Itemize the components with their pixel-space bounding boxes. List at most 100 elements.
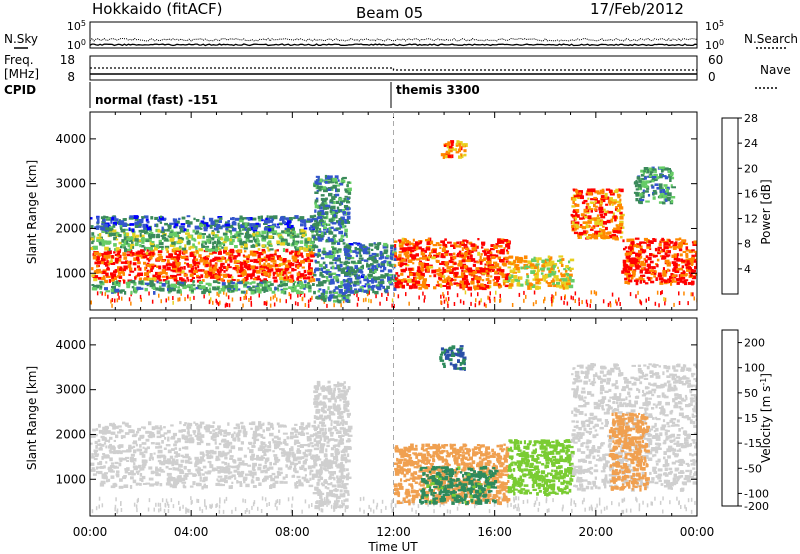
gate-cell — [148, 291, 150, 296]
gate-cell — [342, 268, 345, 272]
gate-cell — [279, 280, 283, 284]
gate-cell — [629, 238, 635, 242]
nsearch-label: N.Search — [744, 32, 798, 46]
gate-cell — [535, 277, 539, 281]
gate-cell — [393, 292, 395, 297]
gate-cell — [372, 271, 376, 274]
gate-cell — [462, 286, 465, 291]
gate-cell — [176, 220, 180, 224]
gate-cell — [457, 148, 461, 153]
gate-cell — [443, 262, 446, 266]
gate-cell — [231, 289, 235, 293]
gate-cell — [242, 240, 248, 245]
gate-cell — [105, 264, 109, 267]
gate-cell — [444, 253, 449, 256]
gate-cell — [217, 480, 221, 483]
gate-cell — [97, 439, 101, 443]
gate-cell — [135, 251, 141, 255]
gate-cell — [204, 255, 208, 260]
gate-cell — [177, 286, 181, 289]
gate-cell — [646, 243, 651, 248]
gate-cell — [157, 272, 163, 275]
gate-cell — [197, 432, 202, 436]
gate-cell — [380, 509, 383, 514]
gate-cell — [190, 279, 194, 283]
gate-cell — [212, 251, 217, 254]
gate-cell — [635, 192, 641, 197]
gate-cell — [340, 234, 345, 238]
gate-cell — [668, 170, 671, 174]
gate-cell — [669, 178, 672, 182]
gate-cell — [268, 235, 273, 239]
gate-cell — [461, 272, 464, 276]
gate-cell — [110, 273, 116, 277]
gate-cell — [391, 303, 393, 308]
gate-cell — [91, 241, 94, 245]
gate-cell — [321, 508, 324, 513]
gate-cell — [447, 303, 449, 308]
gate-cell — [217, 248, 221, 251]
gate-cell — [314, 180, 319, 184]
gate-cell — [359, 507, 361, 512]
gate-cell — [193, 254, 197, 257]
gate-cell — [400, 272, 404, 276]
gate-cell — [346, 200, 349, 203]
gate-cell — [429, 275, 432, 278]
gate-cell — [490, 247, 495, 251]
gate-cell — [593, 203, 596, 208]
gate-cell — [111, 217, 114, 221]
gate-cell — [337, 254, 341, 258]
gate-cell — [442, 243, 446, 246]
gate-cell — [253, 457, 257, 460]
gate-cell — [158, 281, 163, 285]
gate-cell — [215, 455, 220, 460]
gate-cell — [132, 233, 136, 237]
gate-cell — [161, 269, 166, 272]
gate-cell — [285, 274, 288, 279]
gate-cell — [201, 290, 206, 295]
gate-cell — [666, 186, 670, 190]
gate-cell — [296, 277, 299, 281]
gate-cell — [606, 219, 611, 222]
gate-cell — [335, 200, 340, 204]
gate-cell — [644, 282, 649, 285]
gate-cell — [339, 261, 343, 264]
gate-cell — [346, 261, 351, 264]
gate-cell — [291, 267, 295, 272]
gate-cell — [205, 264, 209, 268]
gate-cell — [356, 276, 361, 280]
gate-cell — [345, 232, 348, 236]
gate-cell — [340, 179, 346, 183]
gate-cell — [134, 276, 137, 280]
gate-cell — [220, 278, 224, 281]
gate-cell — [256, 260, 260, 264]
gate-cell — [235, 282, 239, 286]
gate-cell — [155, 502, 157, 507]
gate-cell — [341, 292, 346, 295]
gate-cell — [481, 279, 485, 282]
gate-cell — [120, 270, 125, 274]
gate-cell — [310, 268, 313, 272]
gate-cell — [257, 254, 261, 259]
gate-cell — [158, 239, 162, 243]
gate-cell — [180, 247, 184, 250]
gate-cell — [650, 184, 654, 187]
noise-tick-left-bottom: 100 — [67, 38, 86, 52]
gate-cell — [371, 278, 375, 281]
gate-cell — [248, 264, 251, 268]
gate-cell — [555, 278, 560, 282]
gate-cell — [118, 268, 123, 271]
gate-cell — [347, 294, 351, 297]
gate-cell — [334, 286, 339, 290]
freq-tick-top: 18 — [60, 53, 75, 67]
gate-cell — [590, 188, 596, 193]
gate-cell — [240, 261, 244, 266]
gate-cell — [281, 230, 286, 234]
gate-cell — [251, 505, 253, 510]
gate-cell — [458, 252, 461, 255]
gate-cell — [228, 303, 231, 308]
gate-cell — [464, 290, 467, 295]
gate-cell — [345, 219, 349, 223]
freq-traces — [90, 67, 697, 75]
gate-cell — [318, 239, 323, 242]
